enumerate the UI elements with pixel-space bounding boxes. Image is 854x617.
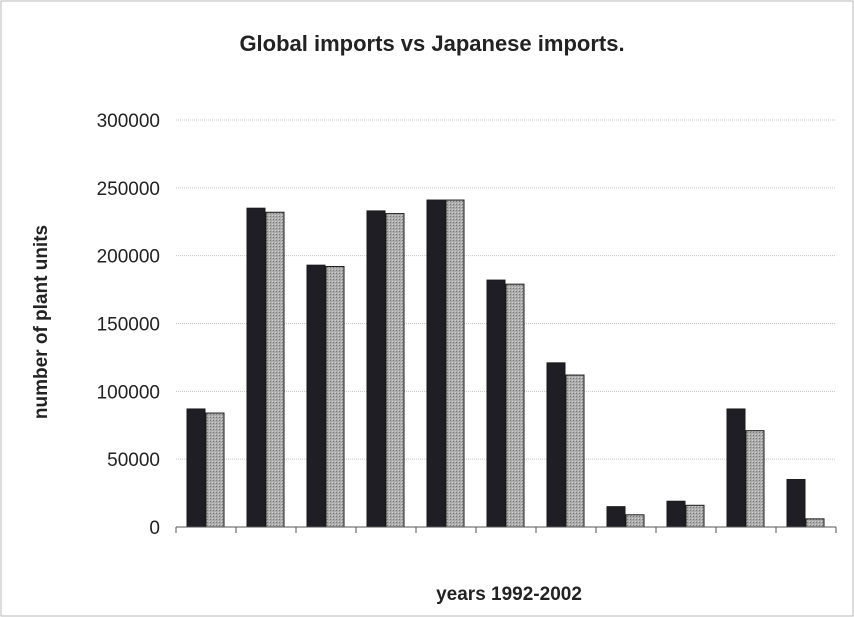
plot-area: 0 50000 100000 150000 200000 250000 300000 (97, 111, 837, 539)
bar-series2-4 (385, 213, 405, 528)
y-tick-label-4: 200000 (97, 247, 160, 268)
y-axis-label: number of plant units (31, 225, 52, 419)
y-tick-label-6: 300000 (97, 111, 160, 132)
bar-series2-6 (505, 283, 525, 528)
bar-series1-1 (186, 408, 206, 528)
bar-series2-8 (625, 514, 645, 528)
bar-series1-10 (726, 408, 746, 528)
bar-series1-8 (606, 506, 626, 528)
bar-series1-11 (786, 479, 806, 528)
y-tick-label-1: 50000 (107, 450, 160, 471)
bar-series1-9 (666, 500, 686, 528)
bar-series2-3 (325, 266, 345, 528)
bar-series1-4 (366, 210, 386, 528)
bar-series1-3 (306, 264, 326, 528)
bar-series1-5 (426, 199, 446, 528)
chart-title: Global imports vs Japanese imports. (239, 31, 624, 56)
bar-series1-7 (546, 362, 566, 528)
bar-series1-6 (486, 279, 506, 528)
bar-series2-1 (205, 412, 225, 528)
y-tick-label-2: 100000 (97, 382, 160, 403)
bar-series2-7 (565, 374, 585, 528)
bar-series2-11 (805, 518, 825, 528)
y-tick-label-5: 250000 (97, 179, 160, 200)
bar-series2-2 (265, 211, 285, 528)
bar-series1-2 (246, 207, 266, 528)
y-tick-label-0: 0 (149, 518, 160, 539)
bar-series2-5 (445, 199, 465, 528)
x-axis-label: years 1992-2002 (436, 584, 582, 605)
bar-series2-9 (685, 504, 705, 528)
y-tick-label-3: 150000 (97, 315, 160, 336)
bar-series2-10 (745, 430, 765, 528)
